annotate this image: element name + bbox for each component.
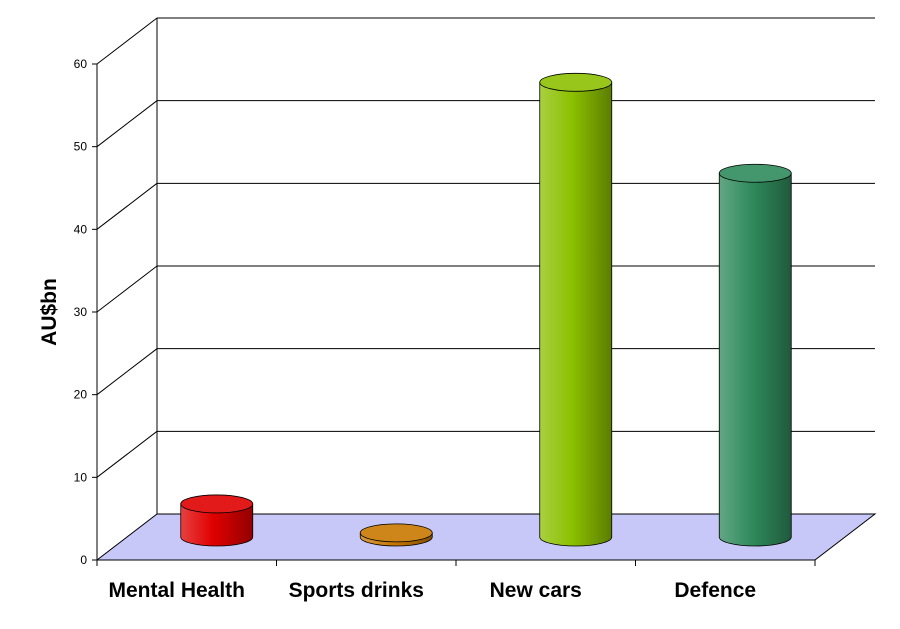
bar-body: [180, 503, 254, 547]
bar-sports-drinks: [359, 523, 433, 547]
y-tick-label-10: 10: [74, 470, 88, 484]
x-tick-label-mental-health: Mental Health: [108, 579, 245, 602]
labels: 0 10 20 30 40 50 60 Mental Health Sports drinks N…: [74, 57, 756, 602]
bar-new-cars: [539, 72, 613, 547]
y-tick-label-60: 60: [74, 57, 88, 71]
y-tick-label-40: 40: [74, 222, 88, 236]
x-tick-label-defence: Defence: [674, 579, 756, 602]
gridline-side-50: [96, 100, 158, 148]
bar-top: [718, 163, 792, 183]
gridline-side-60: [96, 17, 158, 65]
gridline-side-20: [96, 348, 158, 396]
bar-top: [180, 494, 254, 514]
bar-body: [539, 81, 613, 547]
bar-top: [539, 72, 613, 92]
bar-body: [718, 172, 792, 547]
gridlines: [96, 17, 875, 478]
bar-defence: [718, 163, 792, 547]
axes: [92, 63, 816, 566]
gridline-side-40: [96, 182, 158, 230]
y-tick-label-20: 20: [74, 388, 88, 402]
bar-mental-health: [180, 494, 254, 547]
bar-top: [359, 523, 433, 543]
y-tick-label-0: 0: [80, 553, 87, 567]
y-tick-label-30: 30: [74, 305, 88, 319]
x-tick-label-new-cars: New cars: [490, 579, 582, 602]
gridline-side-30: [96, 265, 158, 313]
x-tick-label-sports-drinks: Sports drinks: [289, 579, 424, 602]
bars: [180, 72, 792, 547]
gridline-side-10: [96, 430, 158, 478]
y-tick-label-50: 50: [74, 140, 88, 154]
y-axis-title: AU$bn: [38, 278, 61, 346]
